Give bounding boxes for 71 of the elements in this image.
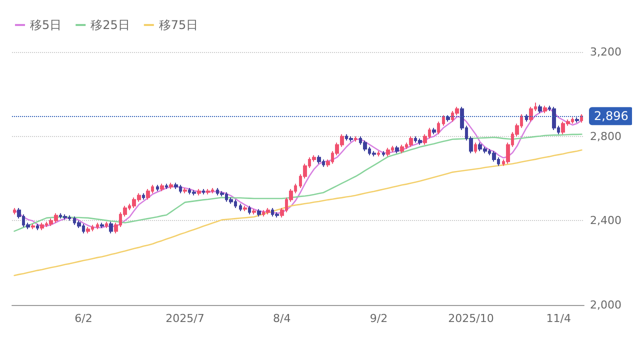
candlestick (529, 106, 533, 122)
candlestick (160, 183, 164, 192)
candlestick (354, 136, 357, 142)
line-series (14, 149, 582, 276)
candlestick (192, 190, 196, 196)
candlestick (86, 226, 90, 234)
candlestick (552, 106, 556, 131)
candlestick (109, 221, 113, 234)
candlestick (156, 184, 159, 192)
y-tick-label: 2,400 (590, 214, 622, 228)
x-tick-label: 9/2 (370, 312, 388, 325)
candlestick (418, 138, 422, 146)
candlestick (492, 150, 496, 162)
candlestick (174, 182, 178, 190)
candlestick (372, 150, 376, 157)
candlestick (400, 144, 404, 154)
candlestick (575, 116, 579, 124)
candlestick (100, 222, 104, 229)
x-tick-label: 11/4 (546, 312, 571, 325)
line-series (14, 108, 582, 228)
candlestick (377, 150, 380, 157)
candlestick (543, 105, 547, 114)
candlestick (432, 127, 436, 135)
y-tick-label: 2,800 (590, 130, 622, 143)
candlestick (382, 150, 385, 157)
candlestick (239, 203, 242, 212)
candlestick (386, 147, 390, 157)
candlestick (36, 223, 39, 231)
legend-label: 移75日 (158, 18, 198, 32)
candlestick (437, 121, 440, 135)
candlestick (169, 182, 173, 190)
candlestick (266, 208, 270, 215)
candlestick (257, 208, 261, 217)
candlestick (13, 208, 16, 215)
candlestick (142, 192, 145, 200)
candlestick (395, 145, 399, 154)
candlestick (248, 205, 251, 215)
legend-label: 移25日 (90, 18, 130, 32)
line-series (14, 134, 582, 232)
candlestick (349, 136, 353, 142)
candlestick (146, 188, 150, 200)
candlestick (40, 222, 44, 231)
candlestick (183, 187, 187, 194)
candlestick (538, 104, 542, 114)
x-tick-label: 2025/7 (166, 312, 204, 325)
legend-label: 移5日 (30, 18, 62, 32)
ref-line-label: 2,896 (594, 109, 628, 124)
candlestick (446, 114, 450, 122)
x-tick-label: 6/2 (74, 312, 92, 325)
candlestick (252, 208, 256, 215)
y-tick-label: 2,000 (590, 298, 622, 312)
candlestick (243, 205, 247, 212)
candlestick (525, 114, 528, 122)
candlestick (474, 142, 477, 154)
candlestick (63, 214, 67, 220)
candlestick (202, 188, 205, 195)
candlestick (96, 222, 99, 230)
candlestick (363, 140, 367, 152)
candlestick (580, 114, 583, 124)
candlestick (409, 136, 413, 148)
candlestick (165, 183, 168, 190)
candlestick (31, 223, 35, 230)
candlestick (197, 188, 201, 196)
candlestick (206, 188, 210, 195)
candlestick (105, 221, 108, 229)
y-tick-label: 3,200 (590, 46, 622, 58)
candlestick (275, 212, 279, 218)
candlestick (442, 114, 445, 126)
candlestick (317, 154, 321, 164)
x-tick-label: 2025/10 (448, 312, 494, 325)
x-tick-label: 8/4 (273, 312, 291, 325)
